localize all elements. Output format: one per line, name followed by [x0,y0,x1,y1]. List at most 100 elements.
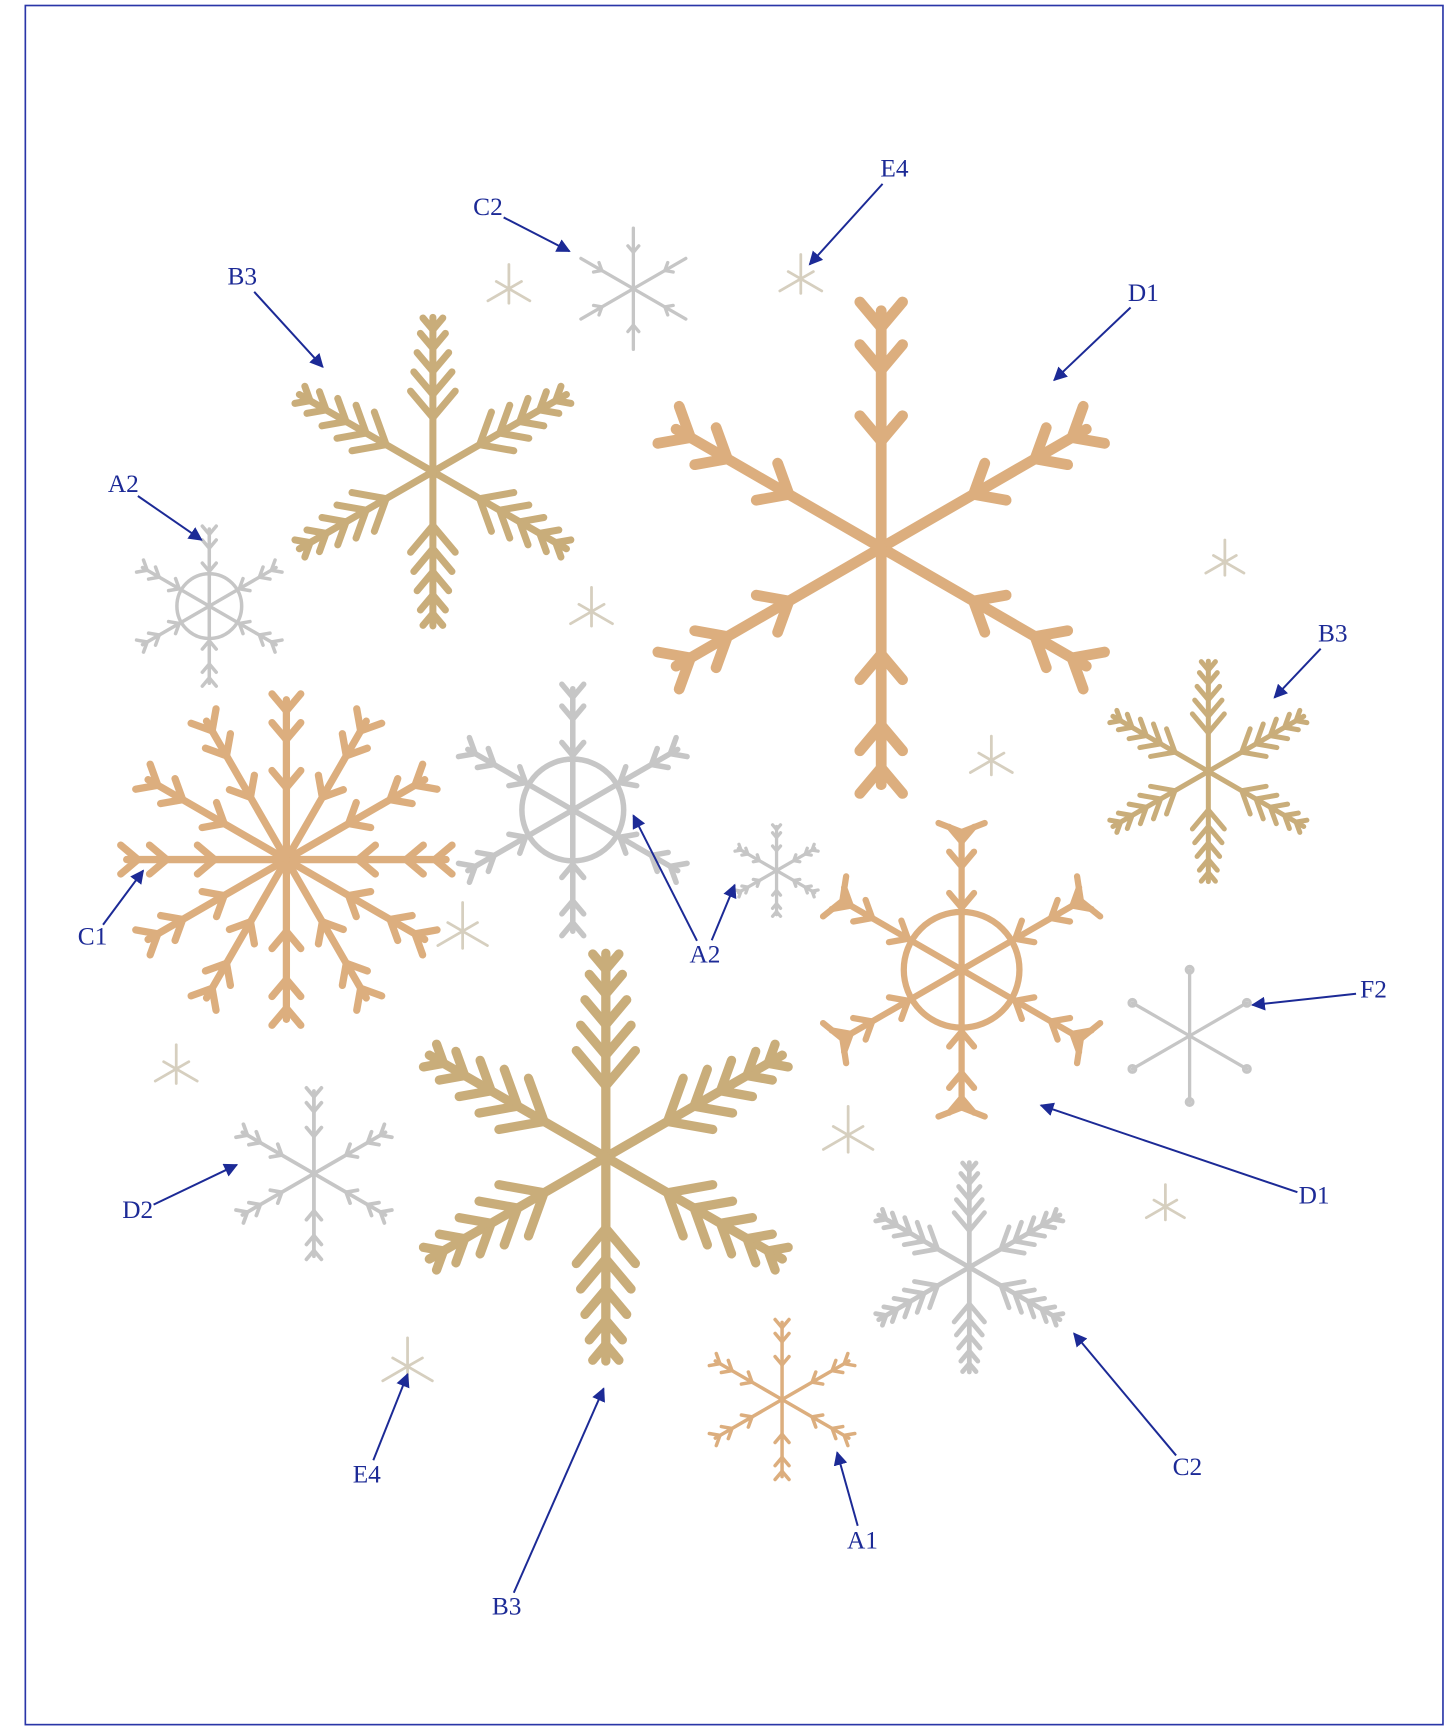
branch [746,848,748,854]
branch [1077,1039,1081,1064]
arm [448,923,463,932]
arm [991,760,1012,772]
arm [801,279,822,291]
callout-label: C2 [1173,1453,1203,1481]
branch [459,1218,491,1224]
callout-label: A2 [689,940,720,968]
branch [390,800,412,804]
arrow [1054,307,1130,380]
branch [499,1185,544,1193]
arm [176,1062,189,1069]
branch [739,844,741,850]
branch [620,783,637,786]
branch [305,386,310,400]
branch [904,1241,924,1245]
branch [721,1091,753,1097]
branch [480,445,514,451]
arrow [138,496,202,540]
arm [463,923,478,932]
branch [1028,1233,1044,1236]
branch [149,633,160,635]
branch [914,1281,937,1285]
branch [1001,1281,1024,1285]
page: {"callouts": ["C2", "E4", "B3", "D1", "A… [0,0,1454,1730]
arm [1165,1200,1176,1207]
branch [1140,795,1161,799]
branch [509,834,526,837]
branch [1270,804,1287,807]
snowflake [1206,540,1244,575]
arrow [837,1452,858,1525]
branch [1035,459,1068,465]
arrow [1274,649,1320,698]
branch [709,1434,720,1436]
arm [1132,1036,1189,1069]
branch [1028,1298,1044,1301]
branch [853,1018,872,1021]
branch [1151,786,1175,790]
branch [735,890,741,891]
branch [1001,1249,1024,1253]
arm [579,604,592,611]
branch [939,823,962,832]
arm [715,1400,782,1439]
arm [1190,1036,1247,1069]
arm [1165,1207,1184,1218]
branch [844,1364,855,1366]
branch [1015,1290,1035,1294]
branch [914,1249,937,1253]
snowflake [438,903,488,949]
arm [408,1358,423,1367]
branch [322,422,346,426]
arm [979,753,992,760]
arm [463,931,488,945]
snowflake [236,1088,392,1259]
arm [1206,562,1225,573]
arm [155,1069,176,1081]
snowflake [121,694,452,1025]
callout-label: C2 [473,193,503,221]
branch [695,631,728,637]
branch [307,530,326,533]
arm [438,931,463,945]
arm [633,289,685,319]
branch [1117,710,1121,720]
arm [242,1174,314,1215]
snowflake [709,1320,854,1480]
branch [694,1201,733,1208]
branch [753,879,759,880]
branch [437,1044,444,1063]
arm [581,289,633,319]
branch [1118,813,1132,815]
branch [884,1307,897,1309]
branch [665,271,673,272]
branch [1072,438,1105,444]
branch [346,1155,357,1157]
branch [876,1314,886,1316]
arm [393,1358,408,1367]
arm [509,281,522,288]
arm [496,281,509,288]
arm [676,548,881,666]
arm [782,1361,849,1400]
snowflake [295,317,571,626]
branch [1042,1225,1055,1227]
branch [747,1076,772,1081]
snowflake [1129,966,1250,1105]
branch [500,505,529,510]
branch [458,863,475,866]
branch [812,891,814,897]
branch [904,1290,924,1294]
branch [1053,1219,1063,1221]
branch [882,1209,886,1219]
branch [768,1063,788,1067]
branch [270,1190,281,1192]
branch [805,854,811,855]
arm [881,548,1086,666]
arm [991,753,1004,760]
snowflake [823,823,1100,1116]
arm [1225,562,1244,573]
branch [1015,939,1034,942]
branch [352,493,386,499]
callout-label: D1 [1299,1182,1330,1210]
